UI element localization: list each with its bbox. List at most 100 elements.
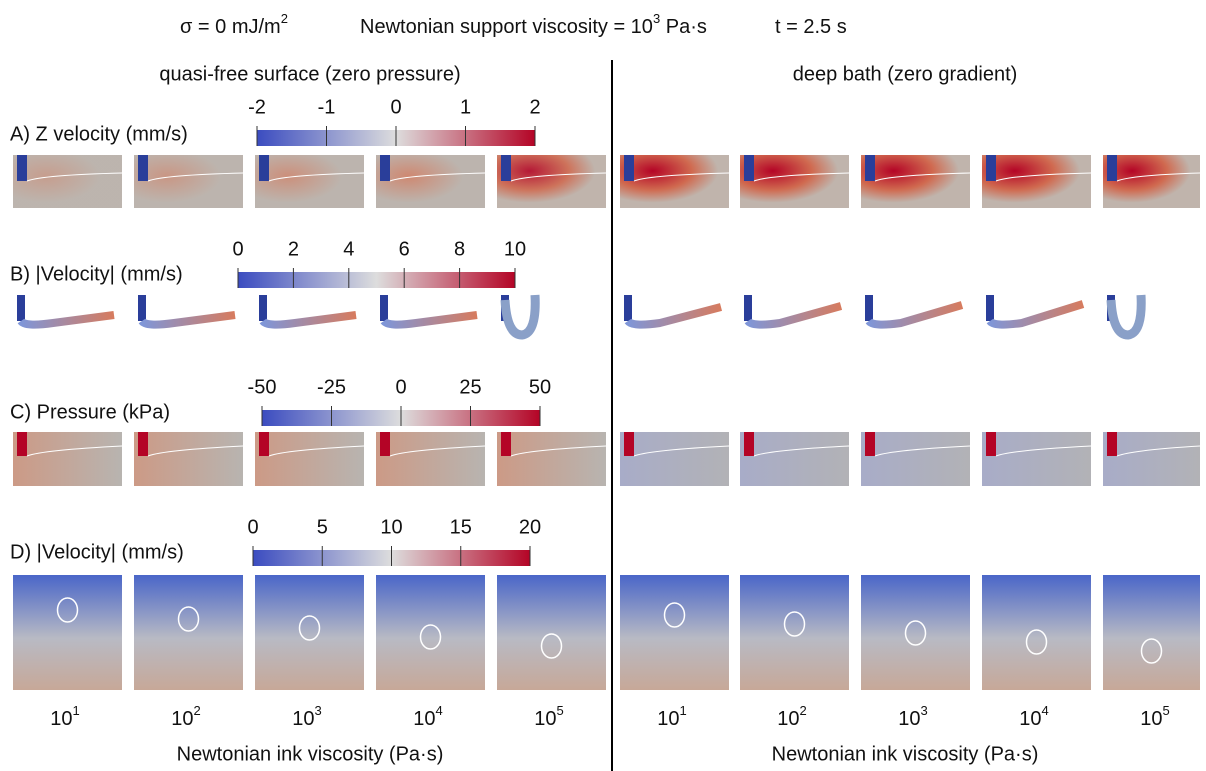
- superscript: 3: [921, 703, 928, 718]
- nozzle: [744, 432, 754, 456]
- row-label: A) Z velocity (mm/s): [10, 123, 188, 145]
- field-blob: [1103, 155, 1200, 208]
- viscosity-label: 105: [1140, 703, 1169, 730]
- streamline: [874, 172, 971, 182]
- nozzle: [17, 155, 27, 181]
- filament: [259, 311, 357, 329]
- simulation-image: [497, 155, 607, 208]
- simulation-image: [1103, 155, 1201, 208]
- column-title: deep bath (zero gradient): [793, 63, 1018, 85]
- simulation-image: [17, 295, 115, 329]
- colorbar-tick-label: 2: [529, 96, 540, 118]
- nozzle: [138, 295, 146, 321]
- field: [982, 432, 1091, 486]
- superscript: 3: [653, 11, 660, 26]
- nozzle: [865, 155, 875, 181]
- text-part: 10: [413, 708, 435, 730]
- nozzle: [624, 295, 632, 321]
- droplet: [56, 597, 79, 623]
- nozzle: [744, 295, 752, 321]
- streamline: [26, 445, 123, 457]
- droplet: [298, 615, 321, 641]
- viscosity-label: 104: [413, 703, 442, 730]
- text-part: σ = 0 mJ/m: [180, 16, 281, 38]
- field-blob: [861, 155, 970, 208]
- colorbar-tick-label: 1: [460, 96, 471, 118]
- simulation-image: [255, 575, 364, 690]
- superscript: 2: [194, 703, 201, 718]
- simulation-image: [982, 575, 1091, 690]
- simulation-image: [497, 575, 606, 690]
- nozzle: [986, 295, 994, 321]
- field: [740, 432, 849, 486]
- field: [134, 432, 243, 486]
- field: [497, 575, 606, 690]
- droplet: [1025, 629, 1048, 655]
- text-part: 10: [171, 708, 193, 730]
- filament: [744, 302, 843, 329]
- simulation-image: [1106, 294, 1146, 340]
- simulation-image: [865, 295, 964, 329]
- field: [497, 432, 606, 486]
- filament: [500, 294, 540, 340]
- text-part: 10: [1019, 708, 1041, 730]
- simulation-image: [259, 295, 357, 329]
- simulation-image: [497, 432, 607, 486]
- field-blob: [376, 155, 485, 208]
- simulation-image: [13, 155, 123, 208]
- field: [740, 575, 849, 690]
- field: [1103, 575, 1200, 690]
- text-part: 10: [292, 708, 314, 730]
- simulation-image: [134, 155, 244, 208]
- streamline: [753, 445, 850, 457]
- row-label: D) |Velocity| (mm/s): [10, 541, 184, 563]
- field: [861, 575, 970, 690]
- colorbar-tick-label: 10: [380, 516, 402, 538]
- viscosity-label: 101: [50, 703, 79, 730]
- field-blob: [740, 155, 849, 208]
- field: [620, 432, 729, 486]
- simulation-image: [376, 155, 486, 208]
- simulation-image: [740, 155, 850, 208]
- simulation-image: [982, 155, 1092, 208]
- simulation-image: [620, 575, 729, 690]
- simulation-image: [134, 432, 244, 486]
- superscript: 2: [281, 11, 288, 26]
- streamline: [147, 172, 244, 182]
- x-axis-label: Newtonian ink viscosity (Pa·s): [772, 743, 1039, 765]
- streamline: [633, 172, 730, 182]
- text-part: 10: [657, 708, 679, 730]
- simulation-image: [861, 155, 971, 208]
- nozzle: [17, 432, 27, 456]
- text-part: t = 2.5 s: [775, 16, 847, 38]
- superscript: 4: [436, 703, 443, 718]
- field: [13, 432, 122, 486]
- simulation-image: [376, 575, 485, 690]
- colorbar: [238, 272, 515, 288]
- nozzle: [380, 155, 390, 181]
- simulation-image: [13, 575, 122, 690]
- nozzle: [259, 432, 269, 456]
- simulation-image: [376, 432, 486, 486]
- streamline: [268, 172, 365, 182]
- streamline: [874, 445, 971, 457]
- superscript: 1: [680, 703, 687, 718]
- field: [255, 575, 364, 690]
- simulation-image: [13, 432, 123, 486]
- x-axis-label: Newtonian ink viscosity (Pa·s): [177, 743, 444, 765]
- simulation-image: [380, 295, 478, 329]
- colorbar-tick-label: 2: [288, 238, 299, 260]
- filament: [624, 303, 723, 329]
- superscript: 2: [800, 703, 807, 718]
- colorbar-tick-label: 0: [395, 376, 406, 398]
- simulation-image: [1103, 575, 1200, 690]
- filament: [865, 301, 964, 329]
- field: [376, 575, 485, 690]
- simulation-image: [744, 295, 843, 329]
- colorbar-tick-label: 0: [232, 238, 243, 260]
- streamline: [389, 172, 486, 182]
- field: [620, 575, 729, 690]
- droplet: [904, 620, 927, 646]
- streamline: [26, 172, 123, 182]
- field-blob: [497, 155, 606, 208]
